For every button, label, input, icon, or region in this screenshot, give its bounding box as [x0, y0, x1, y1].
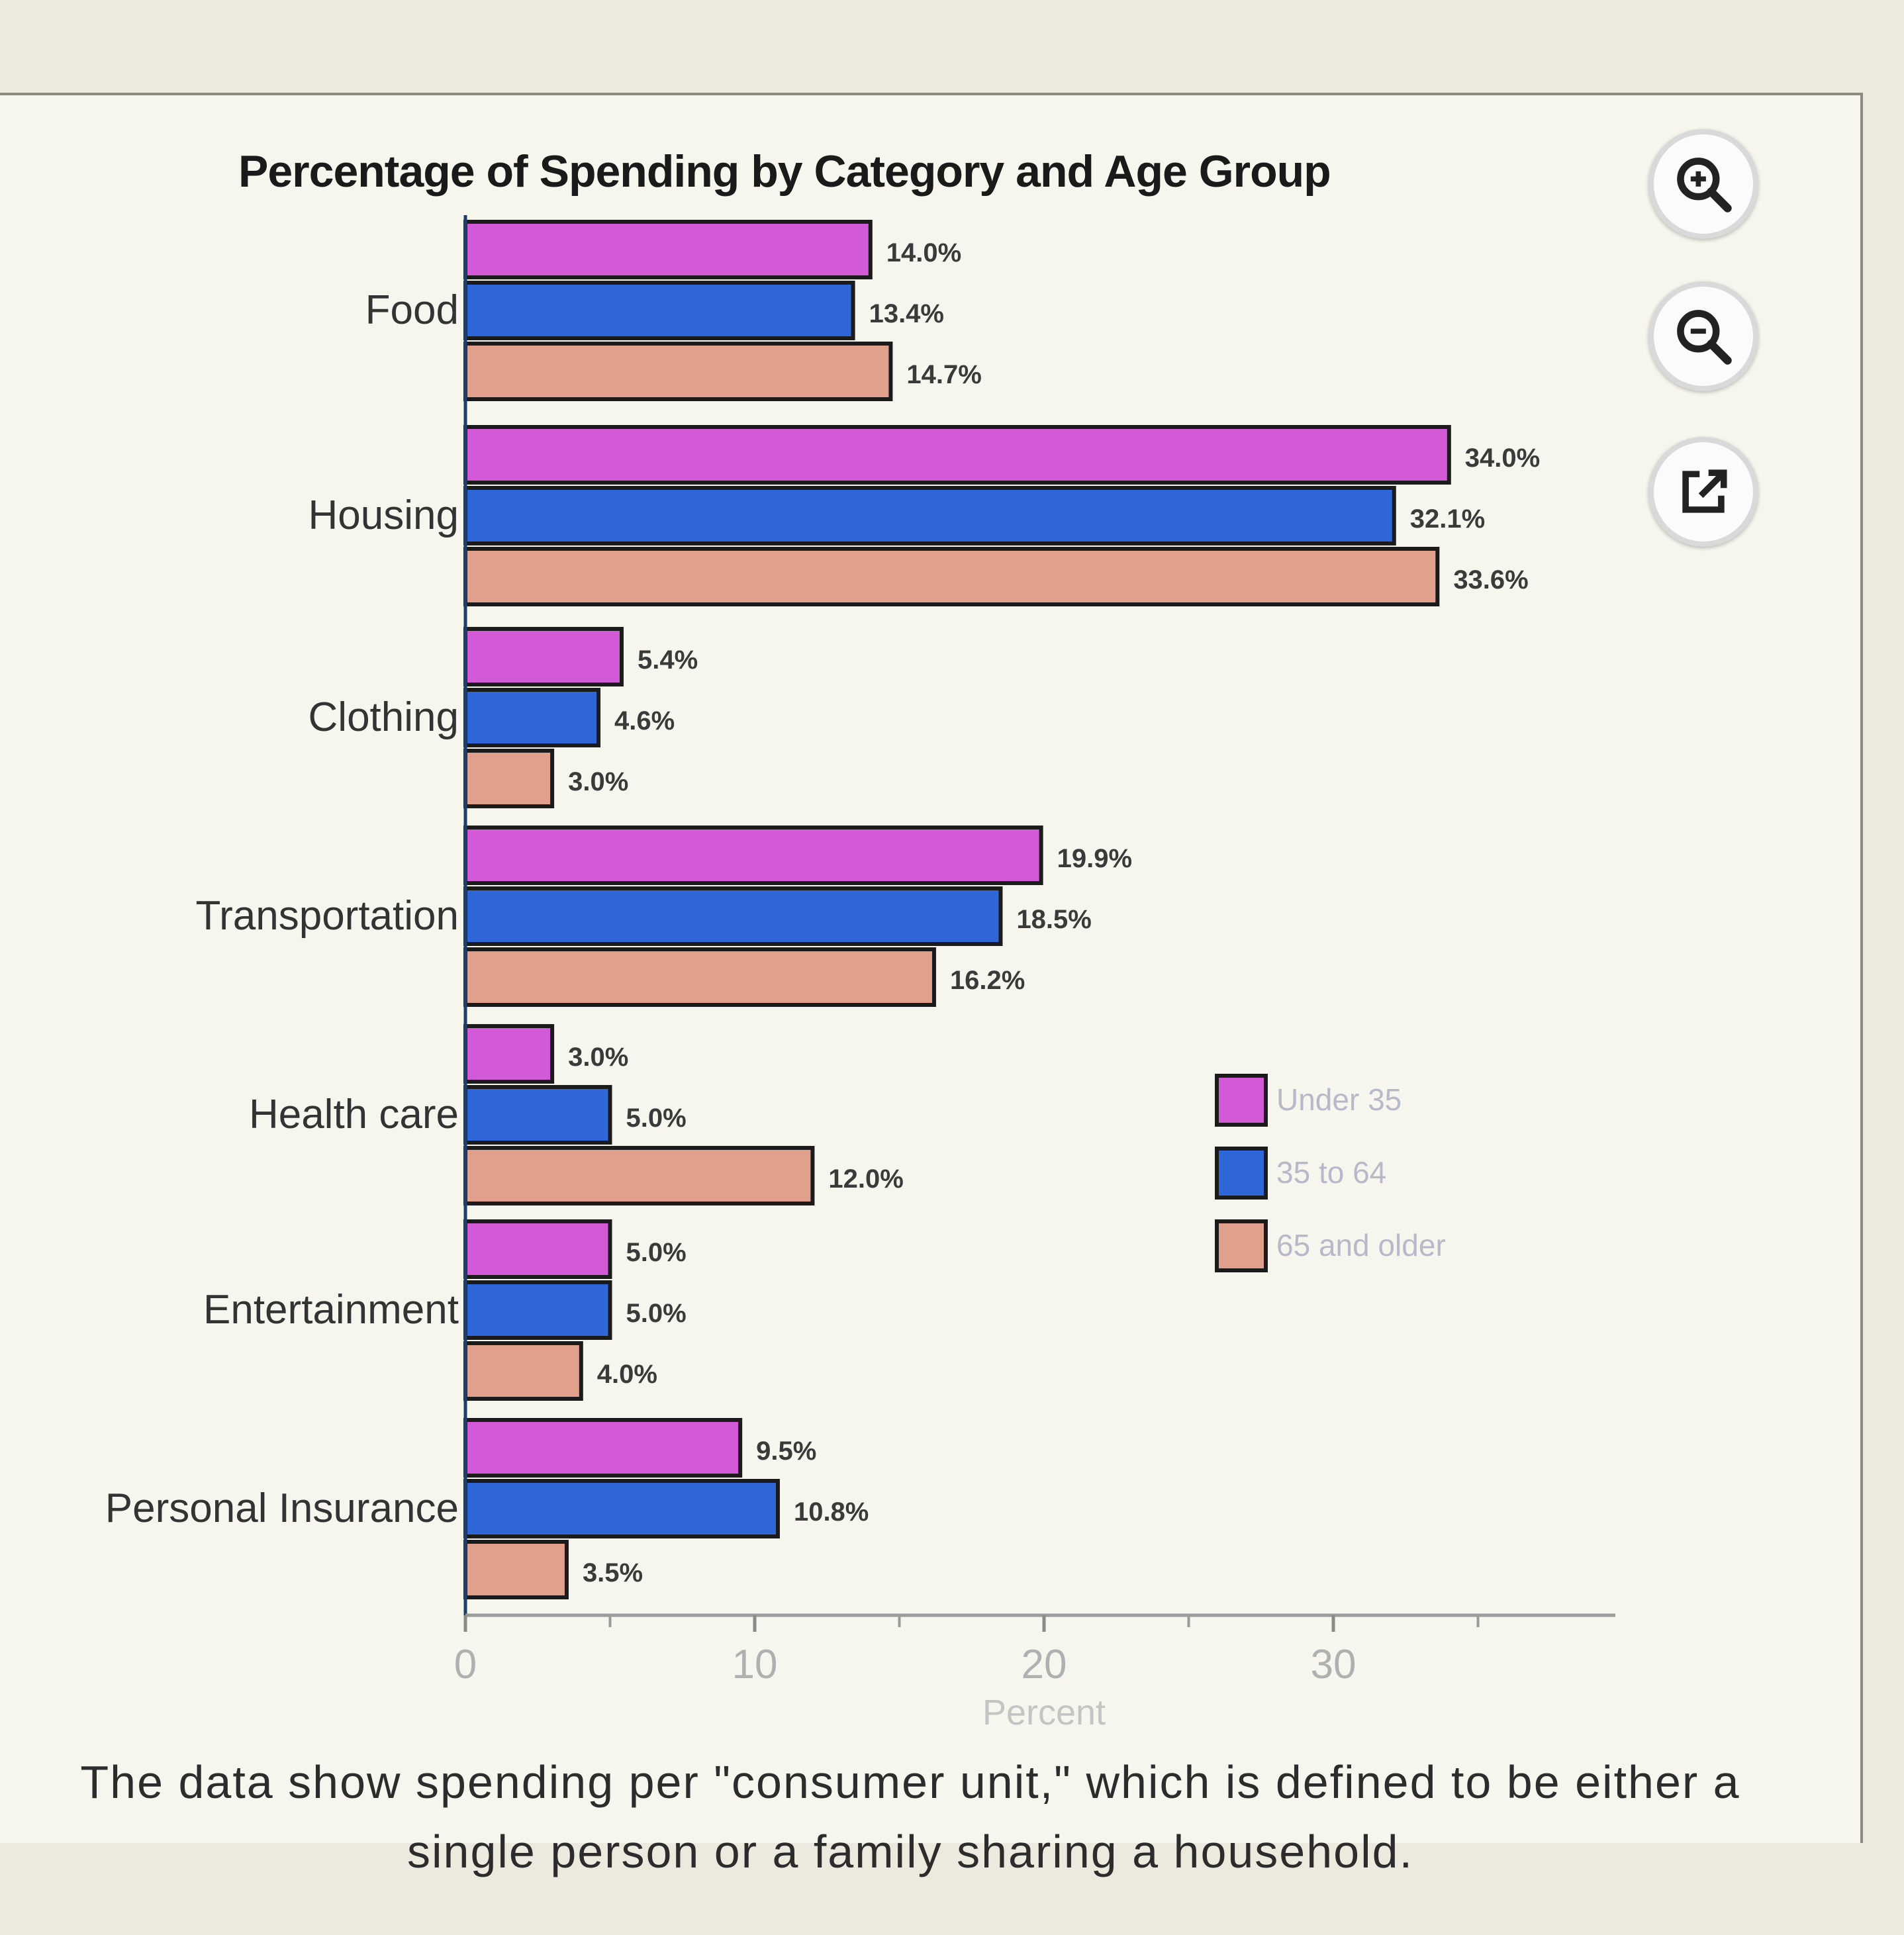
- bar-health-care-series-2[interactable]: [463, 1085, 612, 1145]
- bar-food-series-3[interactable]: [463, 342, 893, 401]
- data-label: 3.5%: [583, 1558, 643, 1587]
- zoom-out-button[interactable]: [1648, 281, 1758, 391]
- bar-transportation-series-1[interactable]: [463, 826, 1043, 885]
- data-label: 5.0%: [626, 1238, 687, 1267]
- x-tick-label: 30: [1311, 1642, 1357, 1687]
- category-label: Entertainment: [203, 1287, 459, 1333]
- bar-personal-insurance-series-3[interactable]: [463, 1540, 569, 1599]
- data-label: 34.0%: [1465, 444, 1540, 473]
- bar-housing-series-1[interactable]: [463, 425, 1451, 485]
- category-label: Health care: [249, 1092, 459, 1137]
- chart-footnote: The data show spending per "consumer uni…: [80, 1756, 1740, 1877]
- bar-clothing-series-2[interactable]: [463, 688, 601, 747]
- data-label: 5.0%: [626, 1104, 687, 1133]
- bar-entertainment-series-3[interactable]: [463, 1341, 583, 1401]
- legend-label: Under 35: [1276, 1082, 1402, 1117]
- category-label: Food: [365, 287, 459, 333]
- bar-clothing-series-1[interactable]: [463, 627, 624, 686]
- bar-food-series-2[interactable]: [463, 281, 855, 340]
- data-label: 14.0%: [886, 238, 961, 267]
- data-label: 3.0%: [568, 1043, 628, 1072]
- data-label: 5.0%: [626, 1299, 687, 1328]
- x-axis-title: Percent: [982, 1693, 1106, 1732]
- data-label: 10.8%: [794, 1497, 869, 1527]
- data-label: 13.4%: [869, 299, 944, 328]
- data-label: 14.7%: [906, 360, 981, 389]
- data-label: 4.6%: [614, 706, 675, 735]
- legend-label: 35 to 64: [1276, 1155, 1386, 1190]
- bar-entertainment-series-1[interactable]: [463, 1219, 612, 1279]
- legend-swatch-series-1: [1215, 1074, 1268, 1127]
- data-label: 12.0%: [828, 1164, 903, 1194]
- legend-label: 65 and older: [1276, 1228, 1446, 1262]
- data-label: 5.4%: [638, 645, 698, 675]
- bar-clothing-series-3[interactable]: [463, 749, 555, 808]
- x-tick-label: 0: [454, 1642, 477, 1687]
- open-external-icon: [1682, 469, 1727, 513]
- data-label: 32.1%: [1410, 504, 1485, 534]
- bar-health-care-series-1[interactable]: [463, 1024, 555, 1084]
- bar-housing-series-2[interactable]: [463, 486, 1396, 545]
- data-label: 33.6%: [1453, 565, 1528, 594]
- data-label: 4.0%: [597, 1360, 657, 1389]
- category-label: Transportation: [196, 893, 459, 939]
- bar-entertainment-series-2[interactable]: [463, 1280, 612, 1340]
- zoom-in-icon: [1677, 158, 1732, 212]
- bar-housing-series-3[interactable]: [463, 547, 1440, 606]
- bar-health-care-series-3[interactable]: [463, 1146, 815, 1205]
- data-label: 3.0%: [568, 767, 628, 796]
- chart-title: Percentage of Spending by Category and A…: [238, 146, 1331, 197]
- data-label: 9.5%: [756, 1437, 816, 1466]
- data-label: 19.9%: [1057, 844, 1132, 873]
- bar-food-series-1[interactable]: [463, 220, 873, 279]
- bar-personal-insurance-series-1[interactable]: [463, 1418, 743, 1478]
- category-label: Housing: [309, 493, 459, 538]
- category-label: Clothing: [309, 694, 459, 740]
- data-label: 16.2%: [950, 966, 1025, 995]
- legend-swatch-series-2: [1215, 1147, 1268, 1200]
- x-tick-label: 20: [1022, 1642, 1067, 1687]
- bar-transportation-series-2[interactable]: [463, 886, 1003, 946]
- zoom-in-button[interactable]: [1648, 129, 1758, 239]
- data-label: 18.5%: [1016, 905, 1091, 934]
- zoom-out-icon: [1677, 310, 1732, 365]
- bar-transportation-series-3[interactable]: [463, 947, 936, 1007]
- bar-personal-insurance-series-2[interactable]: [463, 1479, 780, 1538]
- category-label: Personal Insurance: [105, 1486, 459, 1531]
- x-tick-label: 10: [732, 1642, 778, 1687]
- open-external-button[interactable]: [1648, 437, 1758, 547]
- legend-swatch-series-3: [1215, 1219, 1268, 1272]
